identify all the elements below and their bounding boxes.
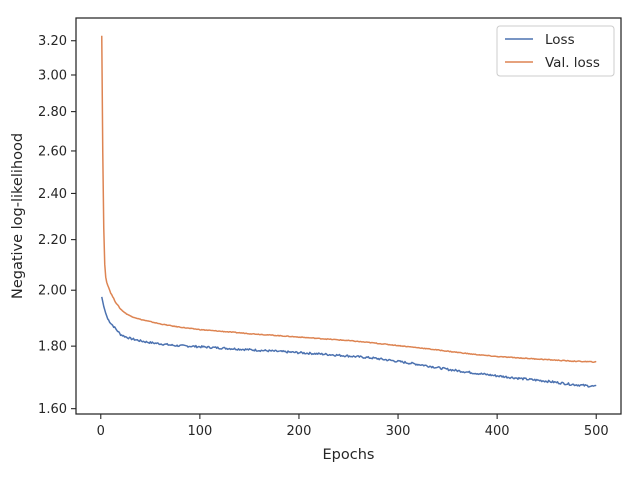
x-tick-label: 200 — [287, 424, 312, 439]
plot-frame — [75, 17, 622, 415]
x-tick-label: 400 — [485, 424, 510, 439]
series-layer — [101, 35, 597, 388]
y-tick-label: 1.80 — [38, 340, 67, 355]
y-tick-label: 3.00 — [38, 68, 67, 83]
y-tick-label: 2.20 — [38, 233, 67, 248]
x-tick-label: 0 — [97, 424, 105, 439]
series-line-loss — [101, 296, 597, 388]
x-tick-label: 500 — [584, 424, 609, 439]
legend-entry-label: Val. loss — [545, 55, 600, 71]
x-axis-label: Epochs — [323, 447, 375, 463]
legend: Loss Val. loss — [496, 25, 615, 77]
x-tick-label: 300 — [386, 424, 411, 439]
y-tick-label: 2.40 — [38, 187, 67, 202]
x-axis-ticks: 0 100 200 300 400 500 — [97, 414, 609, 439]
y-tick-label: 3.20 — [38, 34, 67, 49]
y-tick-label: 1.60 — [38, 402, 67, 417]
y-tick-label: 2.60 — [38, 144, 67, 159]
series-line-val-loss — [101, 35, 597, 364]
y-tick-label: 2.80 — [38, 105, 67, 120]
y-tick-label: 2.00 — [38, 284, 67, 299]
y-axis-ticks: 1.60 1.80 2.00 2.20 2.40 2.60 2.80 3.00 3.20 — [38, 34, 76, 417]
y-axis-label: Negative log-likelihood — [10, 133, 26, 299]
x-tick-label: 100 — [187, 424, 212, 439]
legend-entry-label: Loss — [545, 32, 575, 48]
